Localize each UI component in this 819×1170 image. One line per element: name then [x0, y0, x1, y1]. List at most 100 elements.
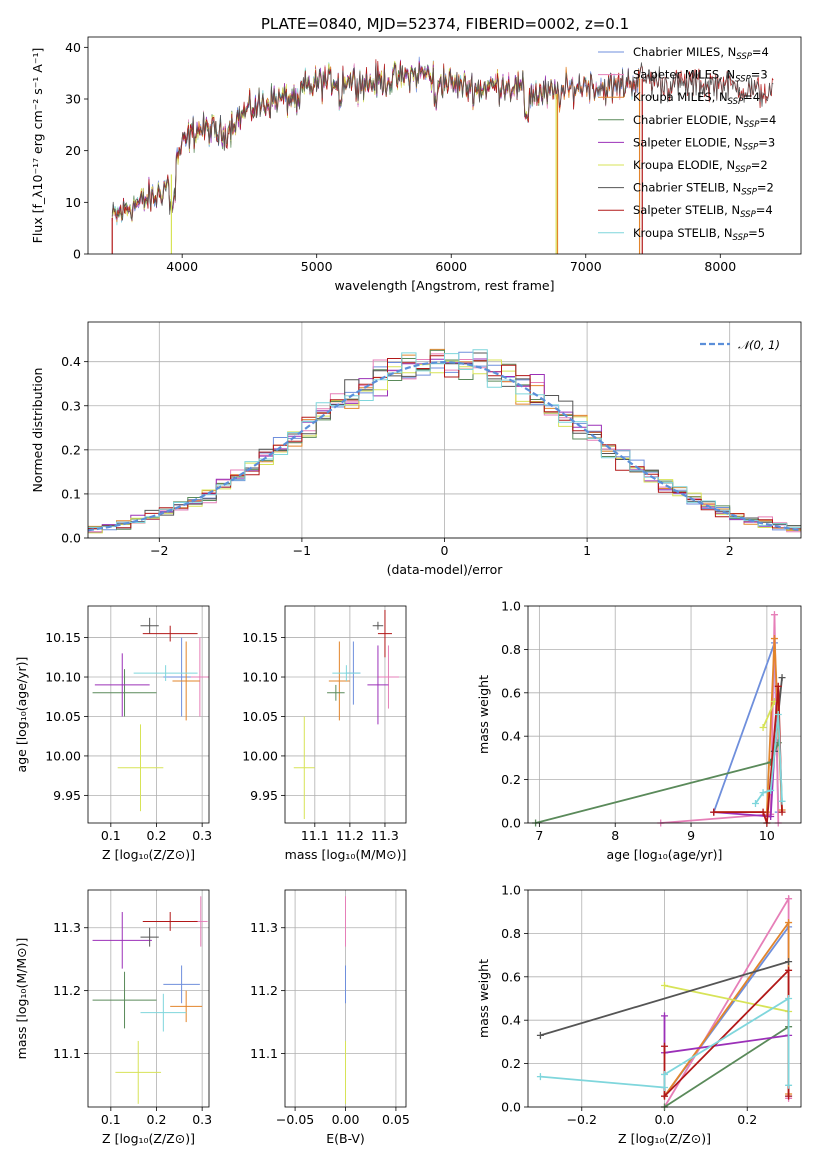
- y-tick-label: 10.05: [45, 709, 81, 724]
- histogram-kroupa-stelib: [88, 349, 801, 529]
- spectrum-line-chabrier-stelib: [111, 62, 774, 221]
- x-tick-label: −0.2: [567, 1112, 597, 1127]
- y-tick-label: 0.2: [501, 772, 521, 787]
- weight-marker: [770, 611, 778, 619]
- mw_vs_age-panel: 7 8 9 10 0.0 0.2 0.4 0.6 0.8 1.0 age [log₁₀(age/yr…: [476, 599, 802, 862]
- x-tick-label: 0.3: [192, 828, 212, 843]
- weight-marker: [778, 797, 786, 805]
- axes-frame: [527, 605, 802, 824]
- spectrum-line-salpeter-miles: [111, 60, 640, 220]
- age_vs_mass-panel: 11.1 11.2 11.3 9.95 10.00 10.05 10.10 10.15 mass…: [242, 605, 407, 862]
- weight-line-salpeter-miles: [663, 895, 790, 1108]
- y-tick-label: 10.15: [242, 630, 278, 645]
- y-tick-label: 11.1: [250, 1046, 278, 1061]
- x-tick-label: 0.2: [737, 1112, 757, 1127]
- weight-line-kroupa-elodie: [664, 984, 789, 1013]
- y-tick-label: 9.95: [53, 788, 81, 803]
- y-tick-label: 0.4: [501, 1013, 521, 1028]
- legend-label: Salpeter MILES, NSSP=3: [633, 68, 768, 85]
- x-tick-label: 4000: [166, 259, 198, 274]
- x-tick-label: 0.1: [101, 1112, 121, 1127]
- weight-marker: [770, 635, 778, 643]
- legend-label: Chabrier STELIB, NSSP=2: [633, 181, 774, 198]
- y-tick-label: 10.10: [45, 670, 81, 685]
- weight-line-salpeter-elodie: [713, 751, 776, 818]
- weight-line-chabrier-stelib: [540, 960, 789, 1037]
- legend-label: Salpeter STELIB, NSSP=4: [633, 203, 773, 220]
- x-axis-label: mass [log₁₀(M/M⊙)]: [285, 847, 407, 862]
- spectrum-legend: Chabrier MILES, NSSP=4 Salpeter MILES, NS…: [598, 45, 776, 243]
- x-tick-label: 2: [726, 543, 734, 558]
- x-axis-label: wavelength [Angstrom, rest frame]: [334, 278, 554, 293]
- y-tick-label: 30: [65, 92, 81, 107]
- x-tick-label: 5000: [301, 259, 333, 274]
- weight-marker: [536, 1031, 544, 1039]
- y-axis-label: mass [log₁₀(M/M⊙)]: [14, 938, 29, 1060]
- y-tick-label: 10: [65, 195, 81, 210]
- x-tick-label: 0.00: [332, 1112, 360, 1127]
- weight-line-kroupa-elodie: [762, 701, 776, 728]
- axes-frame: [527, 889, 802, 1108]
- x-tick-label: 0: [441, 543, 449, 558]
- weight-marker: [785, 958, 793, 966]
- y-tick-label: 11.3: [250, 920, 278, 935]
- weight-marker: [661, 1012, 668, 1020]
- x-tick-label: 11.2: [336, 828, 364, 843]
- weight-marker: [778, 674, 786, 682]
- y-tick-label: 10.00: [242, 748, 278, 763]
- normal-reference-curve: [87, 360, 802, 532]
- y-axis-label: Flux [f_λ10⁻¹⁷ erg cm⁻² s⁻¹ A⁻¹]: [30, 48, 45, 244]
- x-tick-label: −2: [150, 543, 168, 558]
- y-tick-label: 0.4: [61, 354, 81, 369]
- spectrum-line-kroupa-miles: [111, 60, 640, 223]
- weight-marker: [785, 895, 793, 903]
- y-tick-label: 0.0: [501, 1100, 521, 1115]
- axes-frame: [87, 321, 802, 539]
- y-tick-label: 0.2: [501, 1056, 521, 1071]
- weight-marker: [774, 682, 782, 690]
- x-tick-label: 1: [583, 543, 591, 558]
- weight-marker: [774, 711, 782, 718]
- y-tick-label: 0: [73, 247, 81, 262]
- x-axis-label: Z [log₁₀(Z/Z⊙)]: [618, 1131, 711, 1146]
- x-tick-label: 8000: [704, 259, 736, 274]
- weight-marker: [536, 1073, 544, 1081]
- axes-frame: [87, 36, 802, 255]
- mw_vs_Z-panel: −0.2 0.0 0.2 0.0 0.2 0.4 0.6 0.8 1.0 Z [log₁₀(Z/Z…: [476, 883, 802, 1146]
- y-tick-label: 11.3: [53, 920, 81, 935]
- weight-line-chabrier-elodie: [664, 1025, 790, 1108]
- y-tick-label: 20: [65, 143, 81, 158]
- y-tick-label: 1.0: [501, 883, 521, 898]
- weight-line-salpeter-miles: [660, 614, 780, 824]
- y-axis-label: Normed distribution: [30, 368, 45, 493]
- x-tick-label: 0.0: [655, 1112, 675, 1127]
- y-tick-label: 0.4: [501, 729, 521, 744]
- y-tick-label: 0.1: [61, 486, 81, 501]
- x-tick-label: 7: [535, 828, 543, 843]
- y-tick-label: 0.8: [501, 926, 521, 941]
- weight-line-chabrier-elodie: [535, 742, 780, 824]
- x-tick-label: 0.2: [147, 828, 167, 843]
- weight-marker: [778, 808, 786, 816]
- legend-label: Kroupa STELIB, NSSP=5: [633, 226, 765, 243]
- y-tick-label: 0.2: [61, 442, 81, 457]
- y-axis-label: age [log₁₀(age/yr)]: [14, 657, 29, 773]
- weight-marker: [661, 1083, 668, 1091]
- weight-marker: [710, 808, 718, 816]
- x-axis-label: (data-model)/error: [387, 562, 504, 577]
- weight-marker: [785, 995, 793, 1002]
- x-tick-label: −0.05: [276, 1112, 314, 1127]
- x-tick-label: 9: [687, 828, 695, 843]
- spectrum-line-kroupa-stelib: [111, 60, 640, 226]
- y-tick-label: 0.0: [501, 816, 521, 831]
- weight-marker: [661, 1042, 668, 1050]
- legend-label: Chabrier ELODIE, NSSP=4: [633, 113, 776, 130]
- weight-marker: [785, 1092, 793, 1100]
- y-tick-label: 11.1: [53, 1046, 81, 1061]
- x-axis-label: E(B-V): [326, 1131, 365, 1146]
- legend-label: 𝒩(0, 1): [738, 338, 780, 352]
- weight-marker: [759, 789, 767, 797]
- legend-label: Chabrier MILES, NSSP=4: [633, 45, 769, 62]
- weight-marker: [661, 981, 668, 989]
